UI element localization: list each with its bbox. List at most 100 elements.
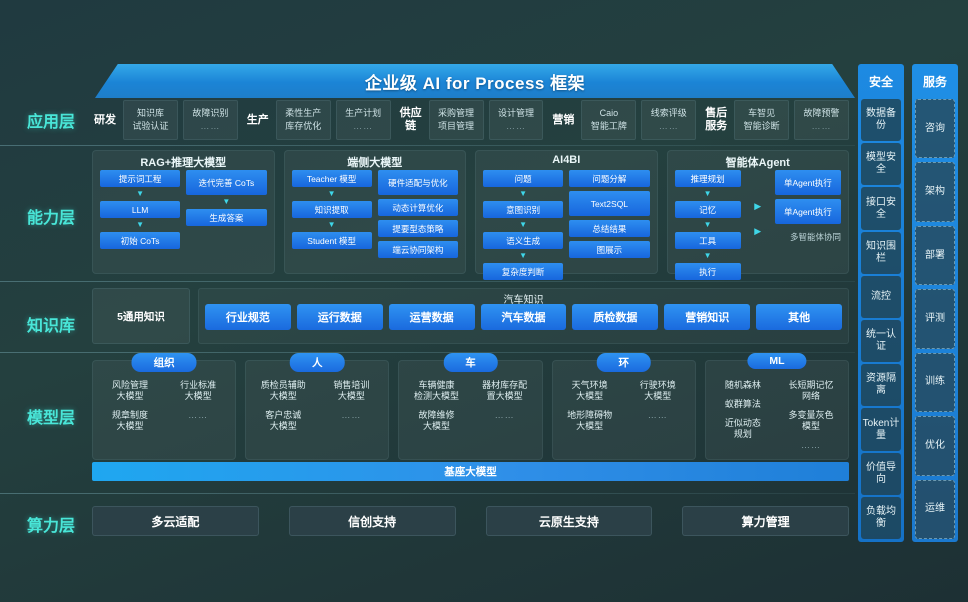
base-model-bar[interactable]: 基座大模型: [92, 462, 849, 481]
service-rail-item[interactable]: 架构: [915, 162, 955, 222]
model-item[interactable]: 近似动态 规划: [724, 418, 761, 439]
capability-node[interactable]: 端云协同架构: [377, 241, 458, 258]
service-rail-item[interactable]: 部署: [915, 225, 955, 286]
application-cell[interactable]: 设计管理 ……: [488, 100, 544, 140]
capability-node[interactable]: 执行: [674, 263, 741, 280]
arrow-down-icon: ▼: [703, 189, 712, 198]
security-rail-item[interactable]: 资源隔离: [861, 364, 901, 407]
application-cell[interactable]: 采购管理 项目管理: [428, 100, 484, 140]
knowledge-tag[interactable]: 质检数据: [572, 304, 659, 330]
security-rail-item[interactable]: 知识围栏: [861, 231, 901, 274]
model-item[interactable]: 质检员辅助 大模型: [260, 380, 306, 401]
security-rail-item[interactable]: 负载均衡: [861, 496, 901, 540]
capability-node[interactable]: 单Agent执行: [774, 199, 841, 224]
compute-button[interactable]: 云原生支持: [485, 506, 653, 536]
security-rail-item[interactable]: 模型安全: [861, 143, 901, 186]
capability-node[interactable]: 工具: [674, 232, 741, 249]
capability-node[interactable]: 问题分解: [569, 170, 650, 187]
application-cell[interactable]: 柔性生产 库存优化: [275, 100, 331, 140]
capability-node[interactable]: 意图识别: [483, 201, 564, 218]
model-item[interactable]: ……: [494, 410, 515, 420]
security-rail-item[interactable]: 价值导向: [861, 452, 901, 495]
capability-node[interactable]: 总结结果: [569, 220, 650, 237]
model-item[interactable]: 蚁群算法: [724, 399, 761, 409]
model-item[interactable]: 随机森林: [724, 380, 761, 390]
service-rail-item[interactable]: 评测: [915, 289, 955, 349]
service-rail-item[interactable]: 优化: [915, 416, 955, 476]
model-item[interactable]: 器材库存配 置大模型: [482, 380, 528, 401]
application-cell[interactable]: 故障识别 ……: [182, 100, 238, 140]
capability-node[interactable]: Student 模型: [291, 232, 372, 249]
capability-node[interactable]: 图展示: [569, 241, 650, 258]
model-item[interactable]: 风险管理 大模型: [112, 380, 149, 401]
model-card: 车车辆健康 检测大模型 故障维修 大模型 器材库存配 置大模型……: [398, 353, 543, 460]
capability-node[interactable]: 动态计算优化: [377, 199, 458, 216]
model-item[interactable]: 规章制度 大模型: [112, 410, 149, 431]
model-item[interactable]: 车辆健康 检测大模型: [413, 380, 459, 401]
application-item: ……: [505, 121, 526, 131]
capability-node[interactable]: Text2SQL: [569, 191, 650, 216]
capability-node[interactable]: 语义生成: [483, 232, 564, 249]
arrow-down-icon: ▼: [327, 220, 336, 229]
capability-node[interactable]: 单Agent执行: [774, 170, 841, 195]
knowledge-tag[interactable]: 运行数据: [296, 304, 383, 330]
model-item[interactable]: 客户忠诚 大模型: [265, 410, 302, 431]
compute-button[interactable]: 信创支持: [288, 506, 456, 536]
application-cell[interactable]: 线索评级 ……: [641, 100, 697, 140]
knowledge-tag[interactable]: 汽车数据: [480, 304, 567, 330]
general-knowledge-card[interactable]: 5通用知识: [92, 288, 190, 344]
capability-node[interactable]: Teacher 模型: [291, 170, 372, 187]
application-cell[interactable]: 故障预警 ……: [794, 100, 849, 140]
model-item[interactable]: 行业标准 大模型: [180, 380, 217, 401]
knowledge-tag[interactable]: 营销知识: [664, 304, 751, 330]
compute-button[interactable]: 多云适配: [92, 506, 259, 536]
capability-node[interactable]: 记忆: [674, 201, 741, 218]
service-rail-item[interactable]: 咨询: [915, 99, 955, 159]
model-item[interactable]: 长短期记忆 网络: [788, 380, 834, 401]
capability-node[interactable]: 提示词工程: [100, 170, 181, 187]
application-group-name: 营销: [552, 113, 575, 126]
compute-button[interactable]: 算力管理: [682, 506, 849, 536]
security-rail-header: 安全: [868, 75, 893, 89]
capability-node[interactable]: LLM: [100, 201, 181, 218]
security-rail-item[interactable]: Token计量: [861, 408, 901, 451]
model-item[interactable]: 天气环境 大模型: [571, 380, 608, 401]
framework-banner: 企业级 AI for Process 框架: [95, 64, 855, 98]
application-cell[interactable]: 生产计划 ……: [335, 100, 391, 140]
application-group: 研发 知识库 试验认证 故障识别……: [92, 98, 238, 142]
model-item[interactable]: 地形障碍物 大模型: [567, 410, 613, 431]
knowledge-tag[interactable]: 行业规范: [205, 304, 291, 330]
application-cell[interactable]: 知识库 试验认证: [123, 100, 178, 140]
capability-node[interactable]: 知识提取: [291, 201, 372, 218]
model-item[interactable]: ……: [341, 410, 362, 420]
model-item[interactable]: 销售培训 大模型: [333, 380, 370, 401]
service-rail-item[interactable]: 训练: [915, 352, 955, 413]
application-cell[interactable]: Caio 智能工牌: [581, 100, 637, 140]
model-item[interactable]: 多变量灰色 模型: [788, 410, 834, 431]
application-cell[interactable]: 车智见 智能诊断: [734, 100, 790, 140]
model-item[interactable]: 行驶环境 大模型: [639, 380, 676, 401]
security-rail-item[interactable]: 数据备份: [861, 99, 901, 142]
application-item: 故障预警: [803, 108, 840, 118]
capability-node[interactable]: 初始 CoTs: [100, 232, 181, 249]
model-item[interactable]: ……: [800, 440, 821, 450]
capability-node[interactable]: 硬件适配与优化: [377, 170, 458, 195]
model-item[interactable]: 故障维修 大模型: [418, 410, 455, 431]
security-rail-item[interactable]: 接口安全: [861, 187, 901, 230]
layer-label-capability: 能力层: [26, 210, 75, 227]
capability-node[interactable]: 提要型态策略: [377, 220, 458, 237]
security-rail-item[interactable]: 流控: [861, 275, 901, 319]
knowledge-tag[interactable]: 其他: [756, 304, 843, 330]
capability-node[interactable]: 复杂度判断: [483, 263, 564, 280]
arrow-right-icon: ▶: [754, 200, 762, 211]
service-rail-item[interactable]: 运维: [915, 479, 955, 539]
capability-node[interactable]: 推理规划: [674, 170, 741, 187]
capability-node[interactable]: 问题: [483, 170, 564, 187]
capability-column-right: 迭代完善 CoTs ▼ 生成答案: [186, 170, 267, 267]
knowledge-tag[interactable]: 运营数据: [388, 304, 475, 330]
model-item[interactable]: ……: [647, 410, 668, 420]
capability-node[interactable]: 迭代完善 CoTs: [186, 170, 267, 195]
model-item[interactable]: ……: [188, 410, 209, 420]
security-rail-item[interactable]: 统一认证: [861, 320, 901, 363]
capability-node[interactable]: 生成答案: [186, 209, 267, 226]
